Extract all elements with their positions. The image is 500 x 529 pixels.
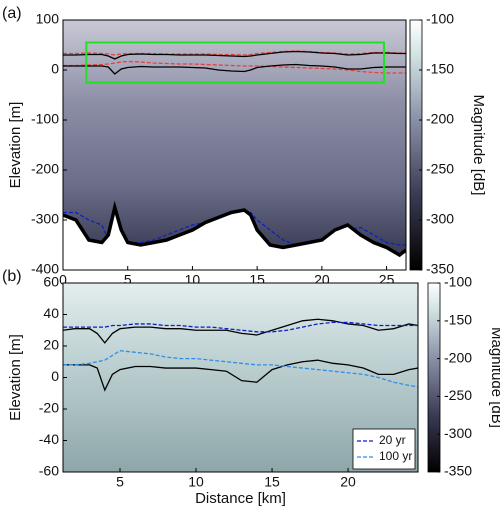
y-tick-label: -300	[31, 211, 59, 227]
colorbar	[427, 282, 441, 473]
series-line	[63, 60, 406, 74]
x-tick-label: 5	[116, 474, 124, 490]
colorbar-tick-label: -350	[426, 261, 454, 277]
series-line	[63, 50, 406, 56]
y-tick-label: -40	[39, 431, 59, 447]
y-tick-label: -60	[39, 463, 59, 479]
colorbar-tick-label: -350	[444, 463, 472, 479]
legend-label: 20 yr	[379, 433, 406, 447]
colorbar-tick-label: -300	[426, 211, 454, 227]
colorbar-tick-label: -150	[426, 61, 454, 77]
x-tick-label: 5	[124, 272, 132, 288]
y-axis-label: Elevation [m]	[7, 334, 24, 421]
y-tick-label: 0	[51, 61, 59, 77]
y-tick-label: 0	[51, 368, 59, 384]
x-tick-label: 20	[340, 474, 356, 490]
x-tick-label: 0	[59, 272, 67, 288]
series-line	[63, 200, 406, 258]
colorbar-tick-label: -250	[444, 387, 472, 403]
x-tick-label: 10	[188, 474, 204, 490]
y-axis-label: Elevation [m]	[7, 102, 24, 189]
colorbar-label: Magnitude [dB]	[470, 95, 487, 196]
y-tick-label: 60	[43, 274, 59, 290]
colorbar-tick-label: -200	[426, 111, 454, 127]
legend-box	[352, 428, 416, 470]
series-line	[63, 50, 406, 60]
plot-area	[63, 50, 406, 270]
colorbar-tick-label: -300	[444, 425, 472, 441]
series-line	[63, 63, 406, 75]
y-tick-label: -20	[39, 400, 59, 416]
legend-label: 100 yr	[379, 449, 412, 463]
colorbar	[409, 19, 423, 271]
highlight-box	[85, 41, 385, 84]
axes-frame	[62, 19, 407, 271]
y-tick-label: 20	[43, 337, 59, 353]
y-tick-label: 40	[43, 305, 59, 321]
panel-label: (a)	[2, 5, 22, 22]
colorbar-tick-label: -100	[444, 274, 472, 290]
series-line	[63, 318, 418, 344]
y-tick-label: -200	[31, 161, 59, 177]
x-axis-label: Distance [km]	[195, 490, 286, 507]
series-line	[63, 350, 418, 388]
series-line	[63, 321, 418, 333]
bed-fill	[63, 207, 406, 270]
colorbar-tick-label: -100	[426, 11, 454, 27]
colorbar-label: Magnitude [dB]	[488, 327, 500, 428]
colorbar-tick-label: -200	[444, 349, 472, 365]
y-tick-label: 100	[36, 11, 60, 27]
y-tick-label: -400	[31, 261, 59, 277]
panel-label: (b)	[2, 268, 22, 285]
colorbar-tick-label: -150	[444, 312, 472, 328]
plot-area	[63, 318, 418, 392]
x-tick-label: 15	[264, 474, 280, 490]
y-tick-label: -100	[31, 111, 59, 127]
series-line	[63, 359, 418, 392]
colorbar-tick-label: -250	[426, 161, 454, 177]
